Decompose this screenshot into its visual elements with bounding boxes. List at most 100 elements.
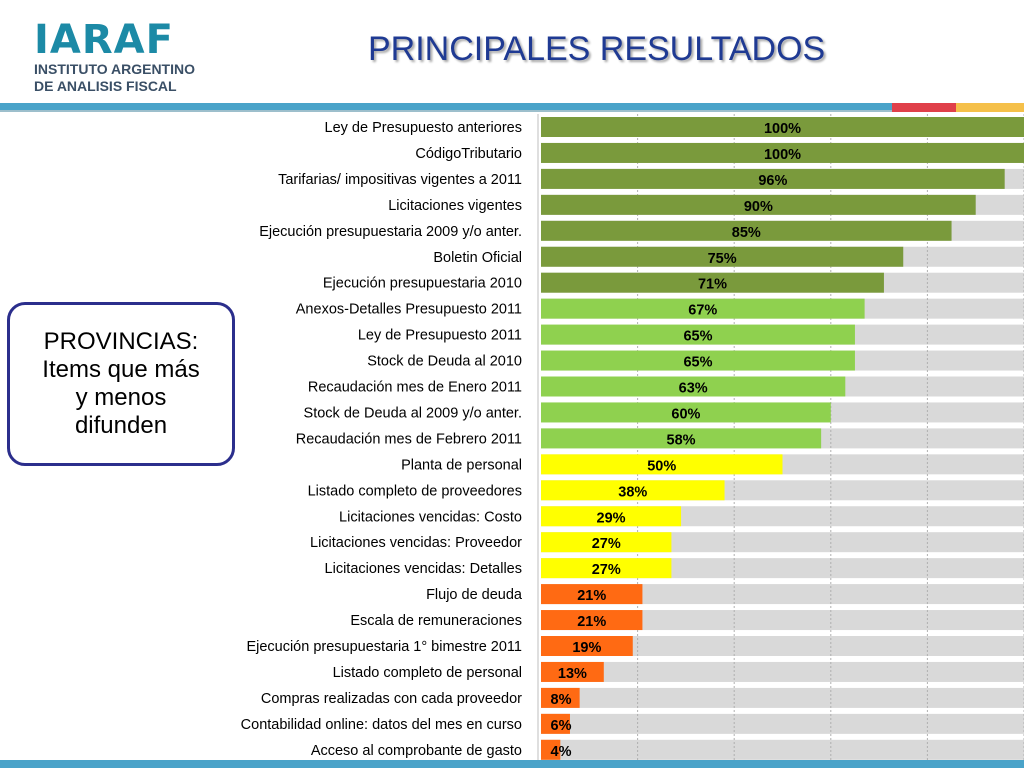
category-label: Compras realizadas con cada proveedor: [261, 691, 522, 707]
category-label: Contabilidad online: datos del mes en cu…: [241, 717, 522, 733]
bar: [541, 220, 952, 241]
value-label: 60%: [671, 406, 700, 422]
bar: [541, 558, 672, 579]
bar: [541, 506, 682, 527]
value-label: 13%: [558, 666, 587, 682]
slide-title: PRINCIPALES RESULTADOS: [368, 30, 826, 68]
value-label: 67%: [688, 303, 717, 319]
category-label: Stock de Deuda al 2010: [367, 354, 522, 370]
logo-line-2: DE ANALISIS FISCAL: [34, 78, 177, 94]
value-label: 75%: [708, 251, 737, 267]
category-label: Listado completo de personal: [333, 665, 522, 681]
value-label: 4%: [551, 744, 572, 760]
category-label: Ley de Presupuesto anteriores: [325, 120, 523, 136]
footer-bar: [0, 760, 1024, 768]
category-label: Ejecución presupuestaria 1° bimestre 201…: [246, 639, 522, 655]
value-label: 100%: [764, 121, 801, 137]
value-label: 90%: [744, 199, 773, 215]
bar: [541, 298, 865, 319]
category-label: Anexos-Detalles Presupuesto 2011: [296, 302, 522, 318]
category-label: Listado completo de proveedores: [308, 483, 522, 499]
value-label: 21%: [577, 614, 606, 630]
bar: [541, 376, 846, 397]
category-label: Boletin Oficial: [433, 250, 522, 266]
header-divider-yellow: [956, 103, 1024, 112]
bar: [541, 350, 855, 371]
category-label: Licitaciones vigentes: [388, 198, 522, 214]
header-divider-grey: [0, 110, 892, 112]
bar-track: [541, 584, 1024, 605]
callout-line-1: PROVINCIAS:: [43, 328, 199, 355]
value-label: 19%: [572, 640, 601, 656]
category-label: Stock de Deuda al 2009 y/o anter.: [304, 405, 522, 421]
bar-track: [541, 610, 1024, 631]
value-label: 63%: [679, 381, 708, 397]
bar: [541, 272, 884, 293]
value-label: 27%: [592, 562, 621, 578]
bar: [541, 532, 672, 553]
callout-line-4: difunden: [74, 412, 168, 439]
value-label: 85%: [732, 225, 761, 241]
bar: [541, 454, 783, 475]
category-label: Ejecución presupuestaria 2009 y/o anter.: [259, 224, 522, 240]
callout-line-2: Items que más: [42, 356, 200, 383]
bar: [541, 117, 1024, 137]
footer-bar-blue: [0, 760, 1024, 768]
category-label: Recaudación mes de Enero 2011: [308, 380, 522, 396]
category-label: Licitaciones vencidas: Proveedor: [310, 535, 522, 551]
header-divider-red: [892, 103, 956, 112]
category-label: Ley de Presupuesto 2011: [358, 328, 522, 344]
bar-track: [541, 636, 1024, 656]
value-label: 29%: [597, 510, 626, 526]
category-label: Tarifarias/ impositivas vigentes a 2011: [278, 172, 522, 188]
bar-track: [541, 687, 1024, 708]
provincias-callout: PROVINCIAS: Items que más y menos difund…: [7, 302, 235, 466]
callout-line-3: y menos: [75, 384, 167, 411]
category-label: Escala de remuneraciones: [350, 613, 522, 629]
bar: [541, 168, 1005, 189]
bar: [541, 402, 831, 423]
bar-track: [541, 739, 1024, 760]
value-label: 65%: [683, 355, 712, 371]
bar: [541, 142, 1024, 163]
category-label: Recaudación mes de Febrero 2011: [296, 431, 522, 447]
bar: [541, 687, 580, 708]
value-label: 71%: [698, 277, 727, 293]
bar-track: [541, 661, 1024, 682]
value-label: 8%: [551, 692, 572, 708]
logo-line-1: INSTITUTO ARGENTINO: [34, 61, 195, 77]
value-label: 58%: [667, 432, 696, 448]
category-label: CódigoTributario: [415, 146, 522, 162]
header-divider-bar: [0, 103, 1024, 112]
value-label: 38%: [618, 484, 647, 500]
category-label: Planta de personal: [401, 457, 522, 473]
bar: [541, 610, 643, 631]
bar: [541, 246, 904, 267]
category-label: Ejecución presupuestaria 2010: [323, 276, 522, 292]
category-label: Flujo de deuda: [426, 587, 523, 603]
value-label: 65%: [683, 329, 712, 345]
bar: [541, 324, 855, 345]
value-label: 96%: [758, 173, 787, 189]
bar: [541, 428, 822, 449]
category-label: Licitaciones vencidas: Detalles: [325, 561, 522, 577]
bar-track: [541, 713, 1024, 734]
bar: [541, 713, 570, 734]
bar: [541, 636, 633, 656]
bar: [541, 739, 561, 760]
bar: [541, 584, 643, 605]
value-label: 21%: [577, 588, 606, 604]
bar: [541, 480, 725, 501]
value-label: 100%: [764, 147, 801, 163]
logo-mark: IARAF: [34, 17, 174, 63]
header-divider-blue: [0, 103, 892, 112]
value-label: 50%: [647, 458, 676, 474]
value-label: 6%: [551, 718, 572, 734]
value-label: 27%: [592, 536, 621, 552]
iaraf-logo: IARAF INSTITUTO ARGENTINO DE ANALISIS FI…: [34, 20, 195, 94]
category-label: Licitaciones vencidas: Costo: [339, 509, 522, 525]
category-label: Acceso al comprobante de gasto: [311, 743, 522, 759]
bar: [541, 661, 604, 682]
bar: [541, 194, 976, 215]
